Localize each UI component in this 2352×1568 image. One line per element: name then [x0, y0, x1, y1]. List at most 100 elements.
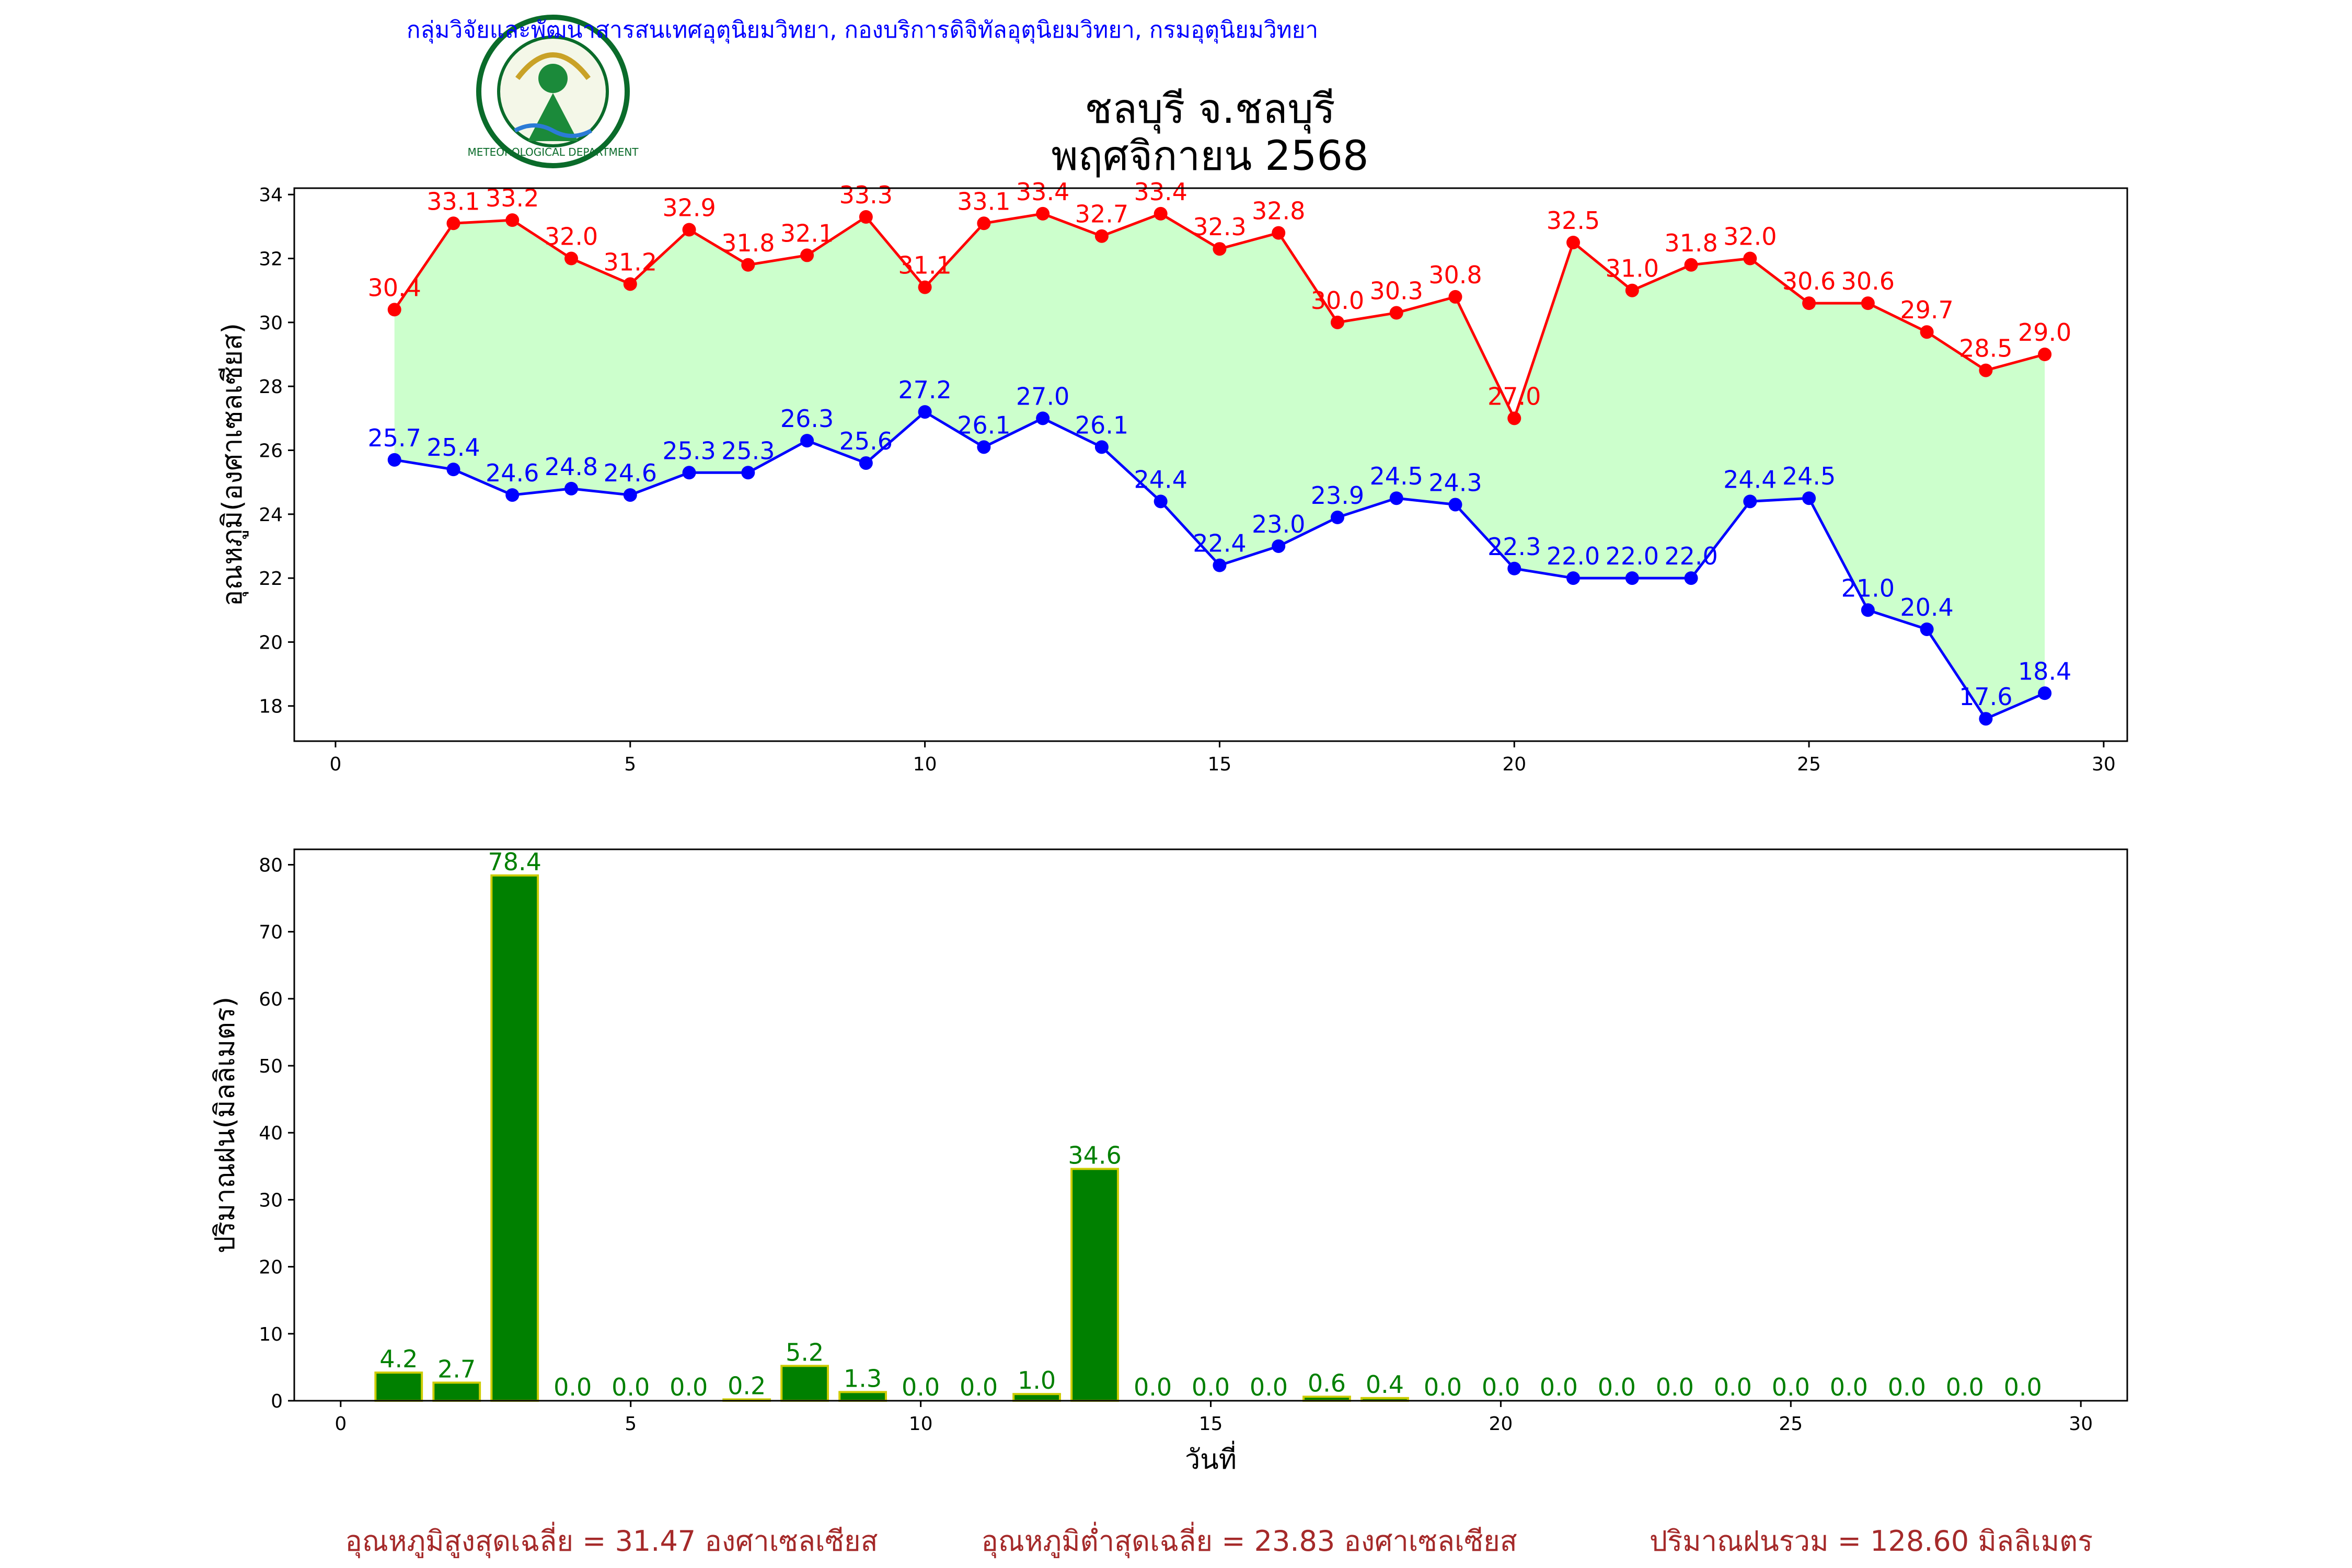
max-temperature-point [800, 248, 814, 262]
min-temperature-value-label: 25.6 [839, 427, 893, 455]
min-temperature-value-label: 22.0 [1547, 542, 1600, 570]
footer-avg-max-temp: อุณหภูมิสูงสุดเฉลี่ย = 31.47 องศาเซลเซีย… [345, 1521, 878, 1559]
max-temperature-point [1154, 206, 1168, 221]
chart-title-month: พฤศจิกายน 2568 [1051, 133, 1368, 180]
max-temperature-value-label: 32.1 [780, 219, 834, 247]
rainfall-y-tick-label: 60 [259, 989, 283, 1010]
min-temperature-value-label: 22.0 [1606, 542, 1659, 570]
rainfall-x-axis-label: วันที่ [1185, 1440, 1237, 1475]
min-temperature-value-label: 25.7 [367, 424, 421, 452]
min-temperature-value-label: 24.6 [604, 459, 657, 487]
rainfall-value-label: 0.0 [902, 1373, 940, 1401]
max-temperature-point [1448, 290, 1462, 304]
max-temperature-value-label: 32.8 [1252, 197, 1305, 225]
temperature-y-tick-label: 34 [259, 185, 283, 206]
rainfall-value-label: 0.0 [960, 1373, 998, 1401]
max-temperature-value-label: 33.4 [1134, 178, 1187, 206]
max-temperature-value-label: 33.1 [957, 187, 1010, 215]
min-temperature-point [1861, 603, 1875, 617]
rainfall-bar [432, 1381, 481, 1402]
rainfall-value-label: 4.2 [379, 1345, 418, 1373]
rainfall-y-tick-label: 70 [259, 922, 283, 943]
max-temperature-point [2038, 348, 2052, 362]
footer-avg-min-temp: อุณหภูมิต่ำสุดเฉลี่ย = 23.83 องศาเซลเซีย… [981, 1521, 1517, 1559]
rainfall-y-tick-label: 20 [259, 1257, 283, 1278]
min-temperature-value-label: 26.3 [780, 405, 834, 433]
min-temperature-point [918, 405, 932, 419]
rainfall-bar [1070, 1168, 1119, 1402]
rainfall-bar [1012, 1393, 1061, 1402]
min-temperature-point [1684, 571, 1698, 585]
max-temperature-value-label: 32.7 [1075, 200, 1128, 228]
max-temperature-point [1979, 363, 1993, 377]
max-temperature-point [1330, 315, 1344, 329]
rainfall-value-label: 0.0 [1598, 1373, 1636, 1401]
max-temperature-point [387, 303, 401, 317]
max-temperature-point [1566, 235, 1581, 249]
min-temperature-value-label: 18.4 [2018, 657, 2071, 685]
chart-title-location: ชลบุรี จ.ชลบุรี [1085, 86, 1335, 134]
min-temperature-value-label: 23.9 [1311, 481, 1364, 510]
rainfall-value-label: 0.0 [1888, 1373, 1926, 1401]
min-temperature-point [682, 466, 696, 480]
rainfall-value-label: 5.2 [786, 1338, 824, 1366]
min-temperature-point [859, 456, 873, 470]
max-temperature-point [1743, 251, 1757, 266]
max-temperature-value-label: 32.9 [662, 194, 716, 222]
min-temperature-value-label: 20.4 [1900, 593, 1953, 621]
min-temperature-point [1448, 498, 1462, 512]
max-temperature-point [741, 258, 755, 272]
max-temperature-point [623, 277, 637, 291]
temperature-x-tick-label: 15 [1208, 754, 1232, 775]
temperature-x-tick-label: 0 [329, 754, 341, 775]
temperature-range-fill [394, 213, 2045, 719]
rainfall-value-label: 34.6 [1068, 1141, 1121, 1169]
min-temperature-value-label: 25.4 [426, 433, 480, 462]
max-temperature-value-label: 33.4 [1016, 178, 1069, 206]
max-temperature-value-label: 30.6 [1782, 267, 1836, 295]
min-temperature-point [741, 466, 755, 480]
max-temperature-value-label: 33.1 [426, 187, 480, 215]
min-temperature-point [1094, 440, 1109, 454]
rainfall-value-label: 0.0 [1134, 1373, 1172, 1401]
temperature-x-tick-label: 20 [1502, 754, 1526, 775]
rainfall-value-label: 0.0 [1946, 1373, 1984, 1401]
max-temperature-point [446, 216, 460, 230]
temperature-plot-frame [293, 187, 2128, 742]
min-temperature-point [1743, 494, 1757, 509]
min-temperature-value-label: 21.0 [1841, 574, 1895, 602]
rainfall-value-label: 0.0 [554, 1373, 592, 1401]
min-temperature-point [1507, 561, 1521, 575]
min-temperature-point [1625, 571, 1639, 585]
min-temperature-point [564, 481, 578, 495]
temperature-y-tick-label: 20 [259, 632, 283, 653]
min-temperature-value-label: 24.3 [1428, 468, 1482, 497]
min-temperature-value-label: 24.4 [1723, 465, 1777, 493]
rainfall-value-label: 0.0 [1250, 1373, 1288, 1401]
rainfall-x-tick-label: 10 [909, 1413, 933, 1435]
rainfall-value-label: 0.0 [1714, 1373, 1752, 1401]
rainfall-y-tick-label: 0 [271, 1391, 283, 1412]
min-temperature-point [1802, 491, 1816, 505]
min-temperature-value-label: 24.5 [1782, 462, 1836, 490]
temperature-y-axis-label: อุณหภูมิ(องศาเซลเซียส) [217, 323, 249, 606]
rainfall-y-tick-label: 50 [259, 1056, 283, 1077]
rainfall-bar [374, 1371, 423, 1402]
rainfall-x-tick-label: 25 [1779, 1413, 1803, 1435]
min-temperature-point [1272, 539, 1286, 553]
min-temperature-value-label: 22.0 [1664, 542, 1717, 570]
temperature-chart: 30.433.1 33.232.031.232.931.8 32.133.331.1… [217, 178, 2128, 775]
rainfall-value-label: 1.3 [844, 1364, 882, 1392]
min-temperature-value-label: 27.0 [1016, 382, 1069, 410]
temperature-y-tick-label: 22 [259, 568, 283, 590]
max-temperature-value-label: 32.0 [545, 223, 598, 251]
min-temperature-point [446, 463, 460, 477]
rainfall-y-tick-label: 80 [259, 855, 283, 876]
rainfall-value-label: 0.2 [728, 1371, 766, 1400]
min-temperature-point [977, 440, 991, 454]
rainfall-value-label: 0.0 [1540, 1373, 1578, 1401]
max-temperature-value-label: 32.0 [1723, 223, 1777, 251]
min-temperature-point [1389, 491, 1403, 505]
max-temperature-value-label: 31.8 [721, 229, 775, 257]
min-temperature-value-label: 26.1 [1075, 411, 1128, 439]
